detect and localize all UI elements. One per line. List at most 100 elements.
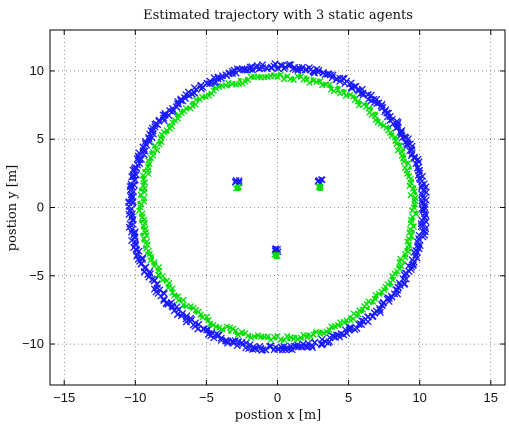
trajectory-point-blue-stroke [162,300,171,308]
trajectory-point-blue-stroke [422,217,430,226]
x-tick-label: 10 [412,390,426,405]
trajectory-point-blue [404,135,412,143]
trajectory-point-green-stroke [306,79,313,87]
trajectory-point-blue-stroke [170,307,178,315]
trajectory-point-green-stroke [280,75,288,83]
trajectory-point-blue-stroke [351,325,359,334]
trajectory-point-green-square [170,288,174,292]
trajectory-point-green-square [369,107,373,111]
trajectory-point-green-stroke [312,328,320,336]
x-tick-label: −5 [199,390,214,405]
trajectory-point-blue [151,120,159,129]
trajectory-point-blue [203,79,211,88]
trajectory-point-blue [376,306,384,314]
trajectory-point-green-stroke [408,232,415,240]
trajectory-point-blue-stroke [402,275,410,283]
trajectory-point-green-stroke [205,316,212,324]
trajectory-point-green-stroke [397,262,405,270]
trajectory-point-blue-stroke [129,220,137,228]
trajectory-point-green-stroke [326,326,333,334]
trajectory-point-green-stroke [209,321,217,329]
trajectory-point-blue-stroke [245,344,253,353]
trajectory-point-green-square [180,109,184,113]
trajectory-point-green [145,157,152,164]
trajectory-point-green-square [310,77,315,81]
trajectory-point-blue-stroke [387,292,395,300]
trajectory-point-blue [413,164,422,172]
x-tick-label: 0 [274,390,281,405]
trajectory-point-blue [302,343,310,351]
trajectory-point-blue [210,334,218,342]
trajectory-point-blue-stroke [418,193,426,201]
trajectory-point-green-square [398,142,402,146]
trajectory-point-blue-stroke [372,95,381,104]
trajectory-point-green [140,175,147,183]
trajectory-point-blue-stroke [160,289,168,298]
trajectory-point-blue-stroke [145,135,153,143]
trajectory-point-blue-stroke [404,135,412,143]
trajectory-point-blue-stroke [286,60,294,69]
trajectory-point-green-square [158,140,162,145]
trajectory-point-green-stroke [300,76,307,83]
x-tick-label: 5 [345,390,352,405]
trajectory-point-blue-stroke [274,64,282,73]
trajectory-point-blue [351,325,359,334]
trajectory-point-green-stroke [287,75,294,83]
trajectory-point-blue-stroke [261,345,269,354]
trajectory-point-green-stroke [155,267,163,274]
trajectory-point-green-square [194,310,198,314]
trajectory-point-blue-stroke [359,89,367,97]
trajectory-point-green-square [142,182,146,186]
trajectory-point-green [336,90,344,97]
trajectory-point-green-stroke [274,332,281,340]
trajectory-point-green-stroke [142,225,149,233]
trajectory-point-blue-stroke [252,345,260,353]
trajectory-point-green-stroke [247,334,255,341]
trajectory-point-blue-stroke [196,82,205,90]
trajectory-point-green-square [226,85,230,89]
trajectory-point-green-stroke [145,170,152,178]
trajectory-point-blue-stroke [381,107,389,116]
trajectory-point-blue-stroke [401,133,409,141]
trajectory-point-blue-stroke [185,92,193,100]
trajectory-point-green-square [146,163,150,167]
trajectory-point-blue [403,140,411,148]
trajectory-point-green [326,326,333,334]
trajectory-point-green-stroke [192,96,200,104]
trajectory-point-green-square [402,260,406,265]
trajectory-point-blue-stroke [420,194,428,202]
trajectory-point-green-square [336,85,340,89]
trajectory-point-green-square [391,276,395,281]
trajectory-point-blue [274,64,282,73]
trajectory-point-blue [250,345,259,353]
trajectory-point-green-stroke [394,147,402,154]
trajectory-point-green [397,255,404,263]
trajectory-point-blue [400,280,408,288]
trajectory-point-green-square [414,211,418,215]
trajectory-point-green-square [404,247,408,252]
trajectory-point-green [203,313,211,321]
trajectory-point-blue-stroke [127,193,135,201]
trajectory-point-green-stroke [350,93,357,100]
trajectory-point-green-square [347,92,351,97]
trajectory-point-green-stroke [290,76,297,84]
trajectory-point-blue-stroke [397,129,405,137]
data-points [125,60,430,354]
trajectory-point-green [319,82,326,89]
trajectory-point-green-square [251,76,255,80]
trajectory-point-green-square [366,306,370,311]
trajectory-point-green-stroke [319,82,326,89]
trajectory-point-blue [357,316,366,325]
trajectory-point-green-stroke [327,86,335,93]
trajectory-point-green-stroke [226,324,234,331]
static-agent-point-blue [271,245,279,253]
trajectory-point-green-stroke [156,141,163,148]
trajectory-point-blue [127,182,136,190]
trajectory-point-green [150,262,158,270]
trajectory-point-green [139,213,146,221]
trajectory-point-blue [422,211,430,219]
trajectory-point-green-square [138,194,143,198]
trajectory-point-green [247,334,255,341]
trajectory-point-green-square [157,274,161,278]
trajectory-point-green-stroke [351,96,359,104]
